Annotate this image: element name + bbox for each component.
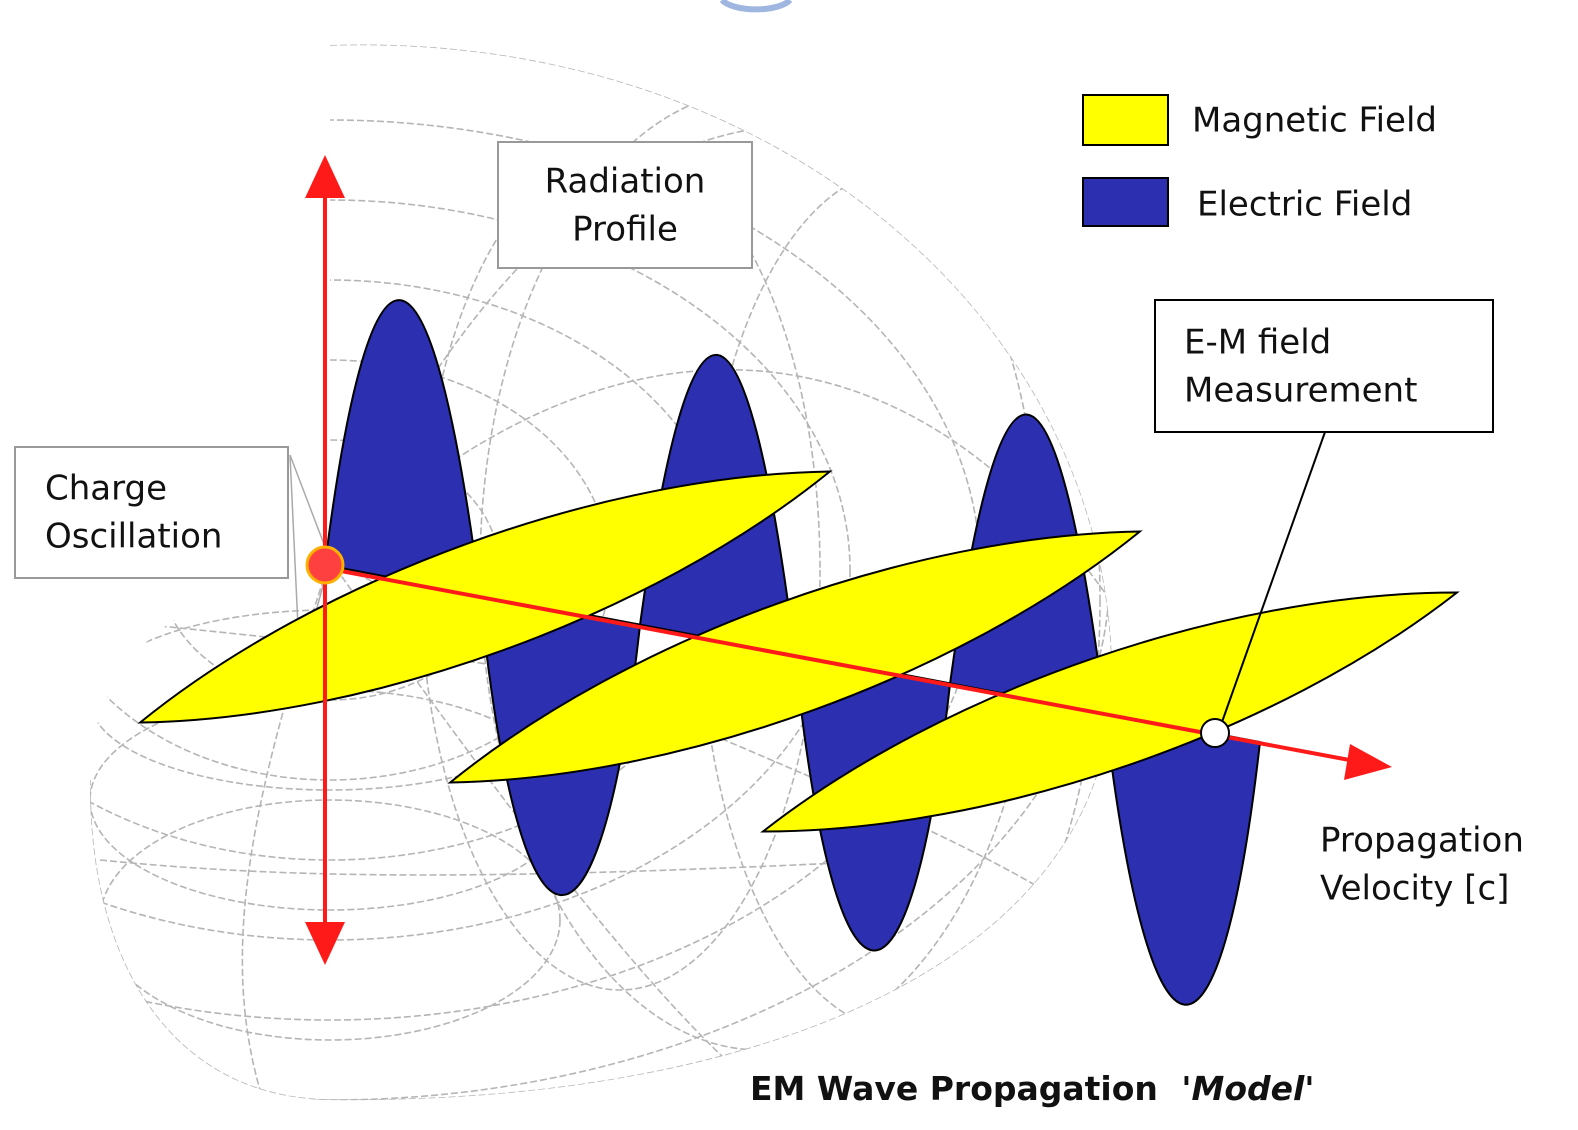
caption: EM Wave Propagation 'Model' [750, 1069, 1314, 1108]
label-text: Profile [572, 210, 678, 250]
legend-label: Magnetic Field [1192, 101, 1437, 141]
top-arc [719, 0, 793, 13]
label-box [497, 141, 753, 269]
label-text: Measurement [1184, 371, 1417, 411]
propagation-arrow [324, 566, 1392, 780]
charge [305, 545, 345, 585]
caption-emphasis: 'Model' [1181, 1069, 1314, 1108]
legend-swatch [1082, 177, 1169, 227]
label-text: Propagation [1320, 821, 1524, 861]
legend-label: Electric Field [1197, 185, 1412, 225]
label-text: Radiation [545, 162, 706, 202]
magnetic-lobe [760, 591, 1460, 833]
label-text: E-M field [1184, 323, 1331, 363]
label-box [14, 446, 289, 579]
label-text: Oscillation [45, 517, 222, 557]
measurement-point [1200, 718, 1230, 748]
label-text: Charge [45, 469, 167, 509]
label-box [1154, 299, 1494, 433]
pointer-line [1221, 431, 1326, 723]
legend-swatch [1082, 94, 1169, 146]
legend: Magnetic Field Electric Field [1082, 94, 1437, 227]
caption-text: EM Wave Propagation [750, 1069, 1158, 1108]
label-text: Velocity [c] [1320, 869, 1509, 909]
